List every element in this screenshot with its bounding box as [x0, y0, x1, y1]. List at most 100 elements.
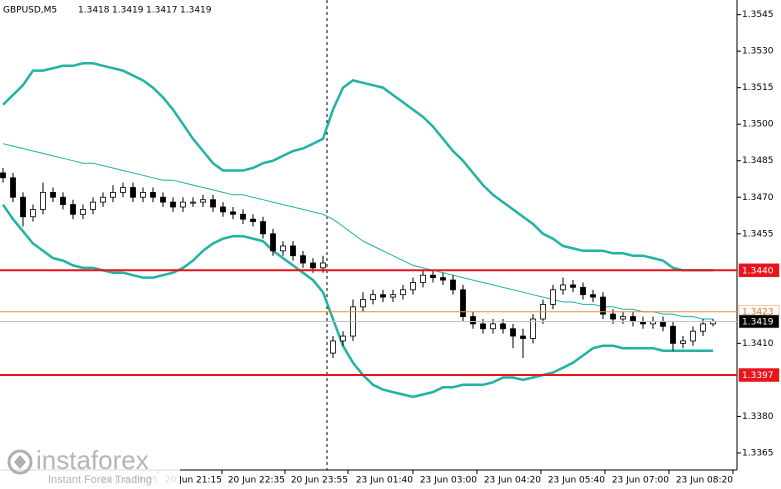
- x-tick-label: 20 Jun 21:15: [165, 476, 222, 486]
- header-low: 1.3417: [146, 6, 178, 16]
- candle-body: [330, 340, 336, 354]
- level-label: 1.3397: [742, 371, 774, 381]
- y-tick-label: 1.3500: [742, 120, 774, 130]
- candle-body: [10, 177, 16, 198]
- candle-body: [630, 316, 636, 322]
- y-tick-label: 1.3530: [742, 47, 774, 57]
- candle-body: [660, 321, 666, 327]
- candle-body: [200, 199, 206, 203]
- candle-body: [130, 187, 136, 198]
- candle-body: [240, 213, 246, 220]
- band-upper: [2, 62, 713, 272]
- candle-body: [520, 335, 526, 339]
- x-tick-label: 23 Jun 05:40: [548, 476, 605, 486]
- x-tick-label: 23 Jun 08:20: [676, 476, 733, 486]
- y-tick-label: 1.3455: [742, 229, 774, 239]
- candle-body: [590, 294, 596, 298]
- candle-body: [690, 330, 696, 342]
- candle-body: [20, 196, 26, 218]
- candle-body: [440, 277, 446, 281]
- level-label: 1.3440: [742, 266, 774, 276]
- candle-body: [580, 286, 586, 296]
- moving-average: [2, 143, 713, 320]
- levels: 1.3423 1.3440 1.3397 1.3419: [0, 263, 780, 382]
- level-label: 1.3423: [742, 308, 774, 318]
- candle-body: [290, 245, 296, 257]
- candle-body: [70, 204, 76, 215]
- candle-body: [190, 201, 196, 204]
- candle-body: [90, 201, 96, 210]
- candle-body: [250, 218, 256, 223]
- level-label-box: [738, 314, 780, 329]
- y-tick-label: 1.3470: [742, 193, 774, 203]
- candle-body: [180, 201, 186, 208]
- header: GBPUSD,M5 1.3418 1.3419 1.3417 1.3419: [3, 6, 212, 16]
- candle-body: [390, 294, 396, 298]
- y-tick-label: 1.3410: [742, 339, 774, 349]
- y-tick-label: 1.3515: [742, 83, 774, 93]
- candle-body: [300, 255, 306, 264]
- candle-body: [360, 299, 366, 308]
- candle-body: [410, 282, 416, 291]
- watermark: instaforex Instant Forex Trading: [0, 444, 180, 489]
- candle-body: [100, 196, 106, 203]
- y-tick-label: 1.3545: [742, 10, 774, 20]
- candle-body: [380, 294, 386, 298]
- x-tick-label: 23 Jun 03:00: [420, 476, 477, 486]
- symbol: GBPUSD,M5: [3, 6, 57, 16]
- candle-body: [480, 323, 486, 330]
- candle-body: [310, 262, 316, 269]
- candle-body: [450, 279, 456, 291]
- candle-body: [210, 199, 216, 208]
- level-label-box: [738, 368, 780, 382]
- candle-body: [460, 289, 466, 317]
- candle-body: [680, 340, 686, 344]
- candle-body: [40, 191, 46, 210]
- candle-body: [230, 211, 236, 215]
- candle-body: [700, 323, 706, 332]
- candle-body: [550, 289, 556, 305]
- candle-body: [370, 294, 376, 300]
- y-tick-label: 1.3365: [742, 448, 774, 458]
- header-open: 1.3418: [78, 6, 110, 16]
- x-tick-label: 23 Jun 01:40: [356, 476, 413, 486]
- candle-body: [530, 318, 536, 339]
- watermark-logo-mark: [14, 455, 26, 469]
- candle-body: [260, 221, 266, 235]
- candle-body: [220, 206, 226, 213]
- plot: [0, 62, 716, 399]
- candle-body: [500, 323, 506, 330]
- candle-body: [160, 196, 166, 203]
- y-tick-label: 1.3485: [742, 156, 774, 166]
- level-label-box: [738, 263, 780, 278]
- y-tick-label: 1.3380: [742, 412, 774, 422]
- candle-body: [340, 335, 346, 342]
- x-tick-label: 23 Jun 04:20: [484, 476, 541, 486]
- candle-body: [670, 325, 676, 344]
- watermark-brand: instaforex: [36, 445, 149, 475]
- candle-body: [510, 328, 516, 337]
- candle-body: [110, 191, 116, 198]
- candle-body: [60, 196, 66, 205]
- candle-body: [420, 274, 426, 283]
- candle-body: [50, 191, 56, 198]
- candle-body: [620, 316, 626, 320]
- watermark-logo: [7, 449, 33, 475]
- candle-body: [270, 233, 276, 252]
- x-tick-label: 20 Jun 22:35: [228, 476, 285, 486]
- watermark-slogan: Instant Forex Trading: [48, 474, 152, 486]
- candle-body: [140, 191, 146, 198]
- candle-body: [30, 209, 36, 218]
- candle-body: [280, 245, 286, 252]
- candle-body: [400, 289, 406, 296]
- candle-body: [610, 313, 616, 320]
- candle-body: [120, 187, 126, 193]
- level-label: 1.3419: [742, 317, 774, 327]
- header-high: 1.3419: [112, 6, 144, 16]
- x-tick-label: 20 Jun 23:55: [291, 476, 348, 486]
- candle-body: [490, 323, 496, 330]
- x-tick-label: 23 Jun 07:00: [612, 476, 669, 486]
